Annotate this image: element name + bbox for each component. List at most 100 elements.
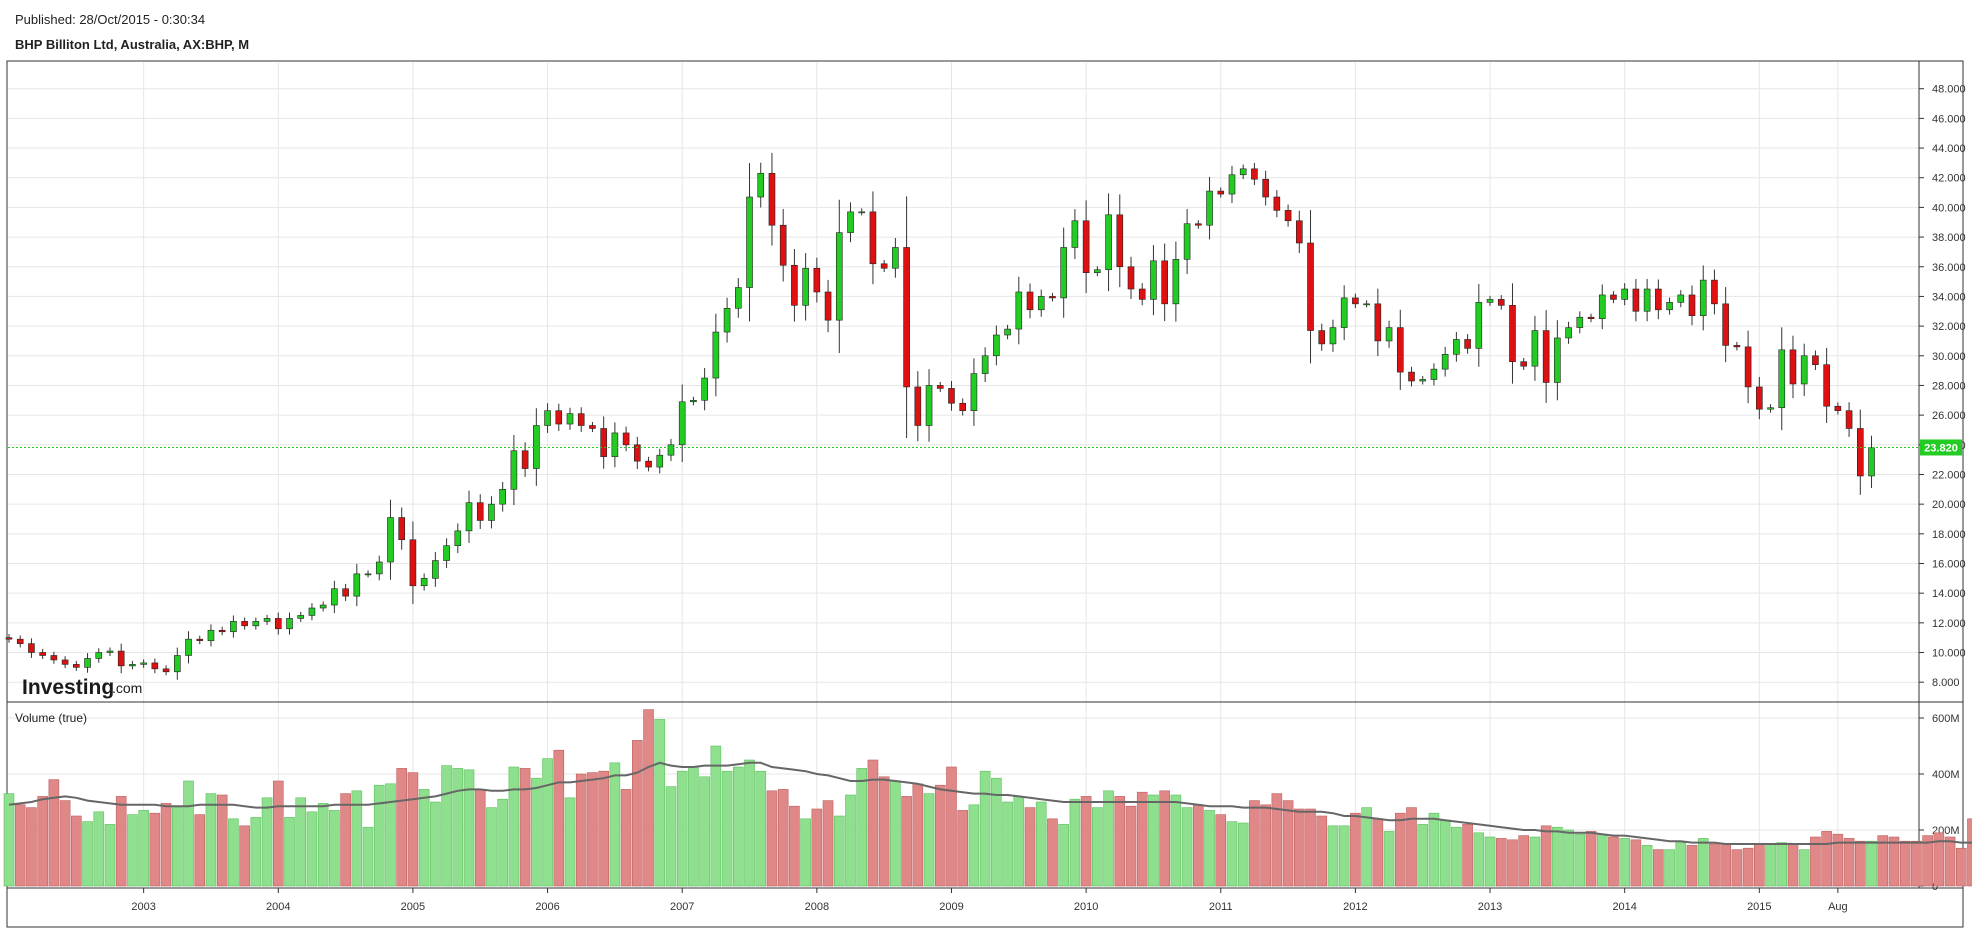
candle-up [185,638,192,656]
volume-bar [37,796,48,887]
candle-down [1509,305,1516,363]
price-tick-label: 14.000 [1932,588,1966,600]
volume-bar [923,793,935,887]
volume-bar [1249,800,1260,887]
volume-bar [1630,839,1642,887]
volume-bar [946,766,957,887]
volume-bar [1776,842,1788,887]
volume-bar [1058,824,1069,887]
candle-down [1049,296,1056,299]
volume-bar [1181,807,1193,887]
volume-bar [688,766,699,887]
candle-up [1531,330,1539,367]
candle-down [1127,266,1135,290]
volume-bar [1877,835,1889,887]
price-tick-label: 42.000 [1932,173,1966,185]
candle-down [521,450,529,469]
candle-down [903,247,910,388]
volume-bar [699,776,710,887]
volume-bar [1047,818,1058,887]
candle-up [667,444,675,456]
volume-bar [1406,807,1417,887]
logo-wordmark: Investing [22,676,114,699]
volume-bar [1899,840,1911,887]
candle-up [1094,269,1101,273]
candle-up [106,650,114,653]
candle-up [656,454,664,468]
candle-down [1834,405,1842,411]
volume-bar [1428,812,1440,887]
volume-bar [1866,840,1877,887]
price-tick-label: 48.000 [1932,84,1966,96]
price-tick-label: 16.000 [1932,558,1966,570]
volume-bar [1439,819,1451,887]
candle-down [398,517,406,541]
candle-up [263,618,271,622]
candle-down [1733,345,1741,348]
price-tick-label: 44.000 [1932,143,1966,155]
volume-bar [82,821,93,887]
candle-up [1419,379,1427,382]
price-tick-label: 26.000 [1932,410,1966,422]
volume-bar [1024,807,1036,887]
candle-up [1150,260,1157,300]
volume-bar [979,770,991,887]
candle-up [544,410,551,426]
volume-bar [1338,825,1350,887]
candle-down [1082,220,1090,273]
volume-bar [531,777,542,887]
volume-bar [1911,840,1922,887]
price-tick-label: 36.000 [1932,262,1966,274]
candle-up [1060,247,1067,299]
last-price-label: 23.820 [1924,442,1958,454]
candle-up [129,664,136,667]
candle-down [28,643,35,653]
grid [8,62,1918,887]
volume-bar [284,817,295,887]
volume-bar [620,789,632,887]
volume-bar [228,818,239,887]
chart-frame [6,60,1964,928]
volume-bar [362,826,374,887]
candle-down [1587,316,1595,319]
date-tick-label: 2007 [670,901,694,913]
candle-down [589,425,596,429]
candle-up [1666,302,1673,311]
candle-up [1228,174,1236,195]
volume-bar [833,815,845,887]
candle-up [690,399,697,403]
candle-up [1015,291,1023,330]
candle-down [1812,355,1819,365]
volume-bar [1529,836,1541,887]
volume-bar [789,805,800,887]
candle-down [1610,294,1617,300]
volume-bar [1967,818,1972,887]
candle-down [1711,279,1718,305]
date-tick-label: 2006 [535,901,559,913]
volume-bar [1350,812,1361,887]
candle-down [241,621,248,627]
candle-down [869,211,877,265]
volume-bar [1473,832,1485,887]
candle-down [73,664,80,668]
candlesticks [5,152,1875,680]
candle-up [432,560,439,579]
volume-bar [912,783,924,887]
investing-logo: Investing .com [22,676,142,699]
candle-up [858,211,866,214]
candle-up [1430,368,1438,380]
volume-bar [654,719,666,887]
candle-up [757,172,765,198]
candle-down [16,638,24,644]
candle-down [600,428,607,457]
candle-down [162,668,170,673]
candle-down [1396,327,1404,373]
volume-bar [1540,825,1552,887]
candle-up [1206,190,1213,226]
candle-up [230,621,237,633]
volume-bar [418,789,430,887]
candle-up [95,652,103,659]
candle-down [1722,303,1729,346]
volume-bar [777,789,789,887]
